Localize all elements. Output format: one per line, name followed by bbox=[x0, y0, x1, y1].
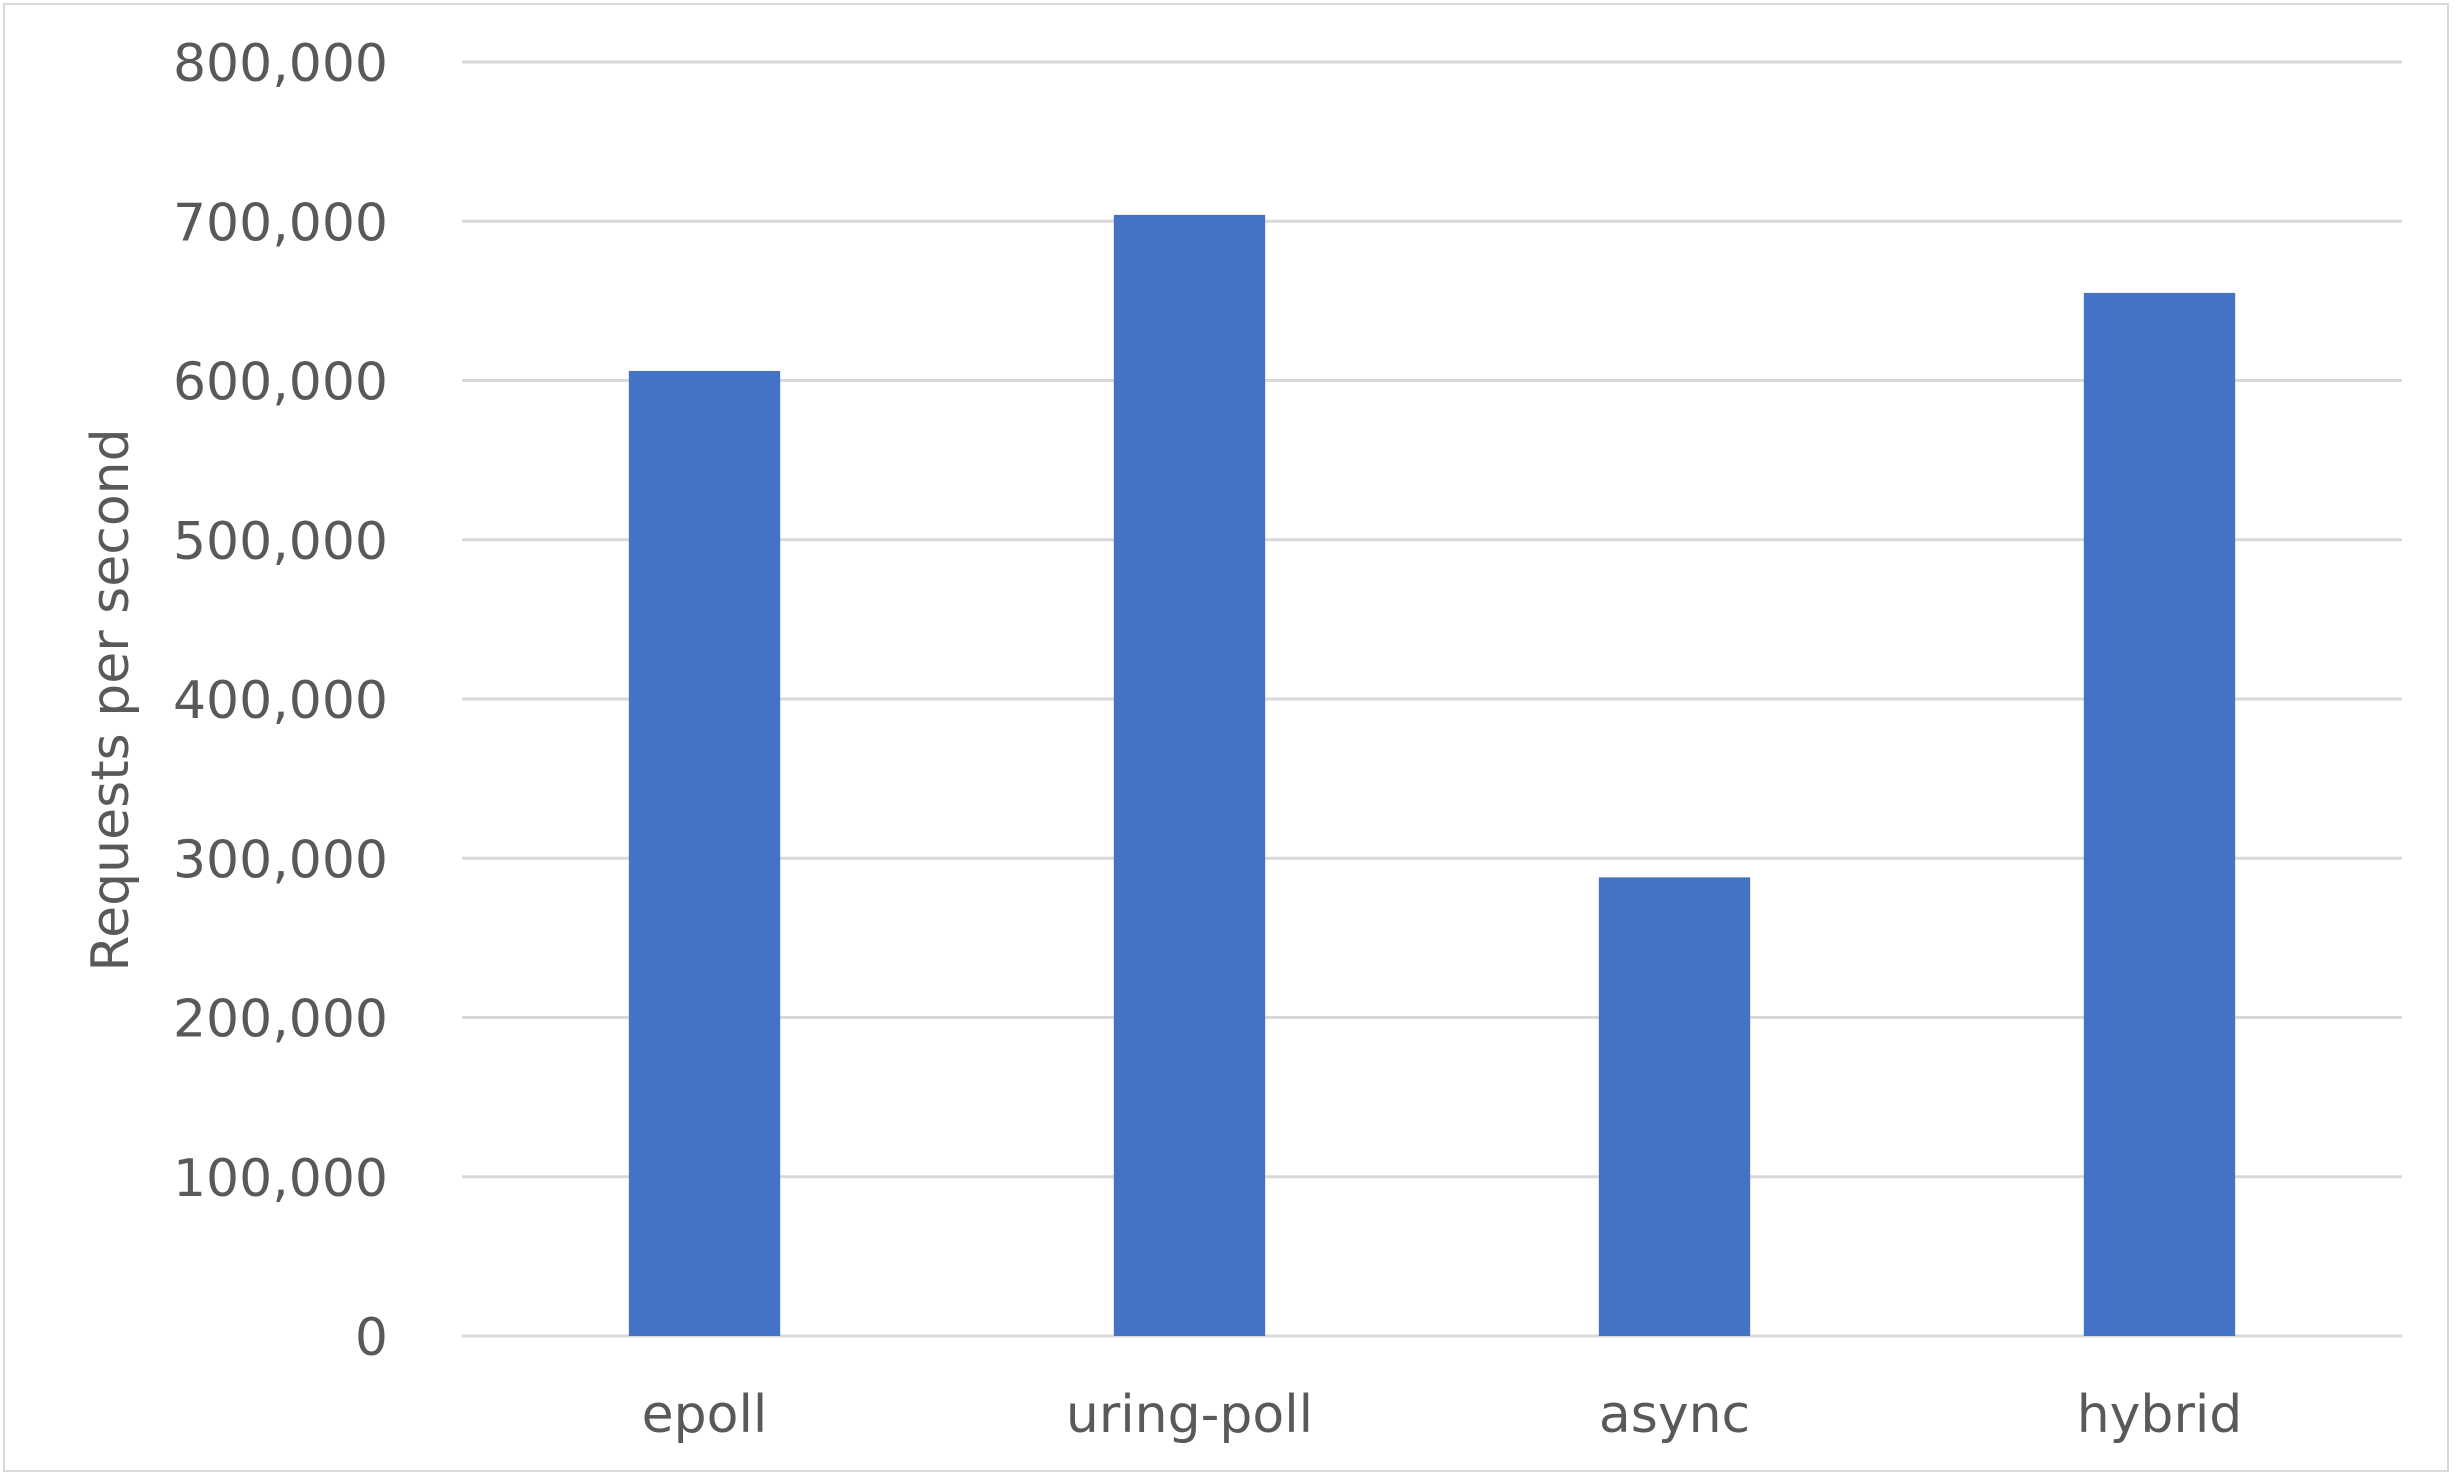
y-tick-label: 100,000 bbox=[173, 1149, 388, 1209]
x-tick-label-async: async bbox=[1599, 1385, 1750, 1445]
y-tick-label: 500,000 bbox=[173, 512, 388, 572]
bars bbox=[628, 214, 2236, 1337]
y-tick-label: 600,000 bbox=[173, 353, 388, 413]
y-tick-label: 400,000 bbox=[173, 671, 388, 731]
x-tick-label-hybrid: hybrid bbox=[2077, 1385, 2243, 1445]
y-axis-title: Requests per second bbox=[81, 428, 141, 971]
x-axis-ticks: epoll uring-poll async hybrid bbox=[642, 1385, 2243, 1445]
y-tick-label: 200,000 bbox=[173, 990, 388, 1050]
y-axis-ticks: 0 100,000 200,000 300,000 400,000 500,000 600,… bbox=[173, 34, 388, 1368]
bar-hybrid bbox=[2083, 292, 2236, 1337]
y-tick-label: 700,000 bbox=[173, 193, 388, 253]
bar-async bbox=[1598, 877, 1751, 1336]
bar-uring-poll bbox=[1113, 214, 1266, 1336]
y-tick-label: 0 bbox=[355, 1308, 388, 1368]
gridlines bbox=[462, 60, 2402, 1338]
y-tick-label: 800,000 bbox=[173, 34, 388, 94]
bar-epoll bbox=[628, 370, 781, 1336]
y-tick-label: 300,000 bbox=[173, 830, 388, 890]
x-tick-label-uring-poll: uring-poll bbox=[1066, 1385, 1313, 1445]
x-tick-label-epoll: epoll bbox=[642, 1385, 768, 1445]
